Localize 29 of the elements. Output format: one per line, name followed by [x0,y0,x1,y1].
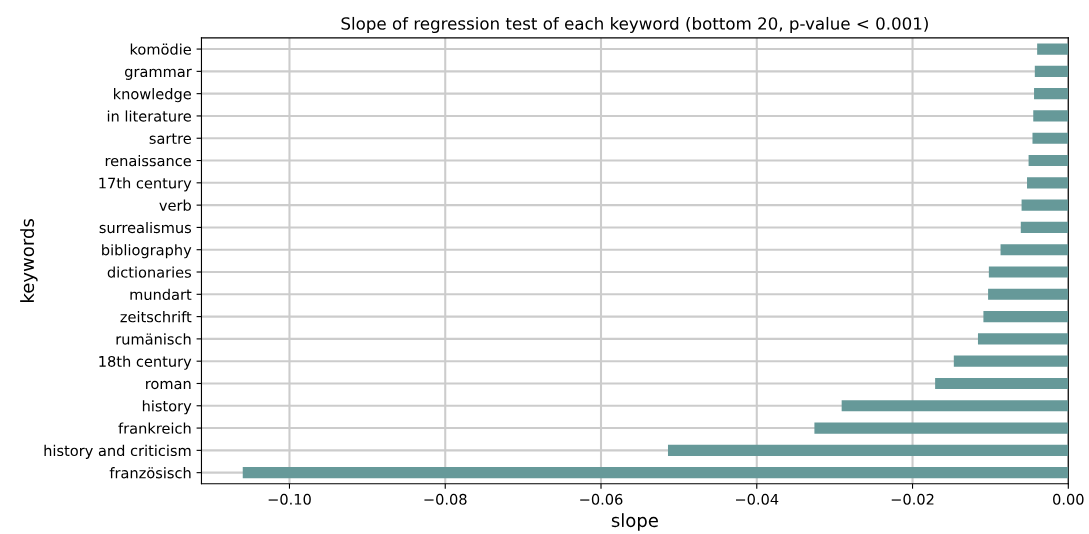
y-tick-label: dictionaries [107,266,192,278]
y-tick-label: sartre [149,133,191,144]
y-tick-label: history and criticism [44,444,191,459]
y-axis-title: keywords [20,219,38,302]
x-tick-label: −0.02 [891,493,934,505]
x-tick-label: −0.10 [268,493,311,505]
y-tick-label: komödie [130,43,191,55]
x-tick-label: 0.00 [1053,493,1084,505]
y-tick-label: renaissance [105,154,191,167]
x-axis-title: slope [611,513,658,531]
y-tick-label: grammar [125,68,192,80]
y-tick-label: verb [159,199,191,211]
chart-title: Slope of regression test of each keyword (bottom 20, p-value < 0.001) [341,16,928,34]
x-tick-label: −0.06 [580,493,623,505]
x-tick-label: −0.08 [424,493,467,505]
y-tick-label: in literature [107,110,191,122]
y-tick-label: 17th century [99,177,192,192]
y-tick-label: bibliography [102,244,192,259]
x-tick-label: −0.04 [735,493,779,505]
y-tick-label: roman [146,380,191,390]
y-tick-label: 18th century [99,355,192,370]
y-tick-label: zeitschrift [120,311,192,323]
y-tick-label: mundart [130,288,192,301]
y-tick-label: knowledge [114,88,191,103]
y-tick-label: history [142,400,192,415]
y-tick-label: französisch [109,467,191,479]
y-tick-label: frankreich [118,422,191,434]
y-tick-label: rumänisch [116,333,191,345]
y-tick-label: surrealismus [99,221,192,234]
